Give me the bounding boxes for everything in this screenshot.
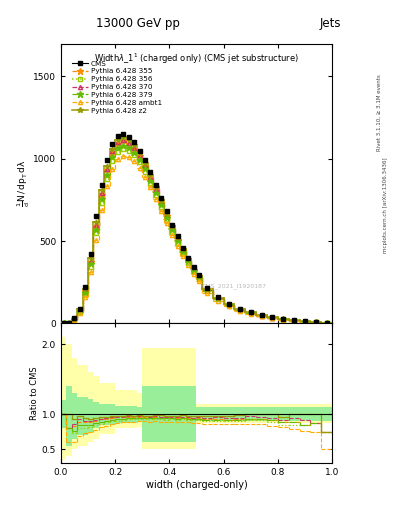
Text: 13000 GeV pp: 13000 GeV pp [95,16,180,30]
Legend: CMS, Pythia 6.428 355, Pythia 6.428 356, Pythia 6.428 370, Pythia 6.428 379, Pyt: CMS, Pythia 6.428 355, Pythia 6.428 356,… [70,58,164,116]
Y-axis label: Ratio to CMS: Ratio to CMS [30,367,39,420]
Text: Rivet 3.1.10, ≥ 3.1M events: Rivet 3.1.10, ≥ 3.1M events [377,74,382,151]
Text: Jets: Jets [320,16,341,30]
X-axis label: width (charged-only): width (charged-only) [146,480,247,490]
Text: Width$\lambda\_1^1$ (charged only) (CMS jet substructure): Width$\lambda\_1^1$ (charged only) (CMS … [94,52,299,67]
Text: mcplots.cern.ch [arXiv:1306.3436]: mcplots.cern.ch [arXiv:1306.3436] [384,157,388,252]
Y-axis label: $\frac{1}{\rm d}N\,/\,{\rm d}p_T\,{\rm d}\lambda$: $\frac{1}{\rm d}N\,/\,{\rm d}p_T\,{\rm d… [15,160,32,207]
Text: CMS_2021_I1920187: CMS_2021_I1920187 [202,283,267,289]
